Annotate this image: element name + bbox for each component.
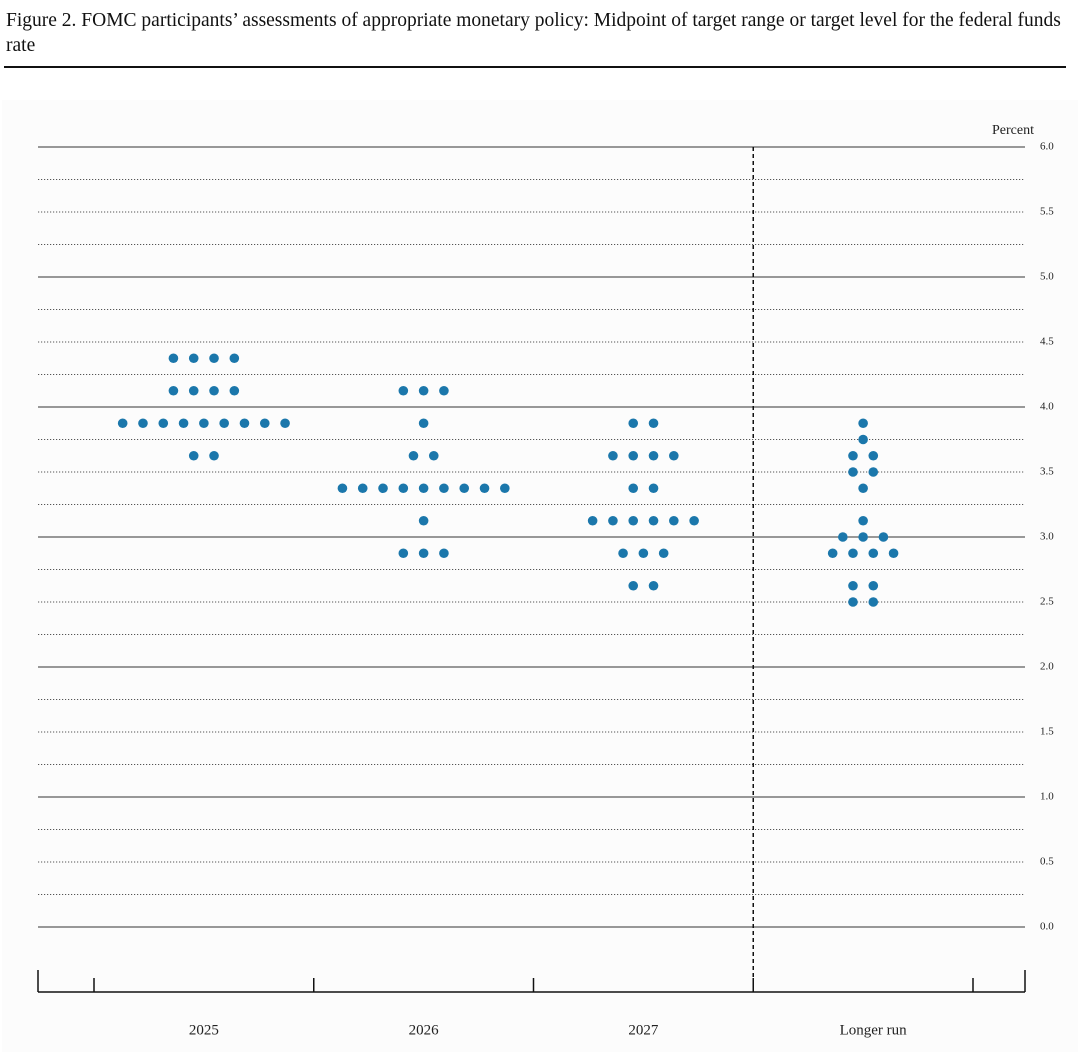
dot bbox=[628, 515, 639, 526]
dot bbox=[209, 353, 219, 364]
dot bbox=[398, 483, 409, 494]
dot bbox=[259, 418, 270, 429]
y-axis-label: Percent bbox=[992, 123, 1034, 138]
dot bbox=[858, 434, 868, 445]
dot bbox=[209, 450, 219, 461]
dot bbox=[188, 353, 199, 364]
y-tick-label: 3.0 bbox=[1040, 531, 1054, 543]
dot bbox=[628, 580, 639, 591]
dot bbox=[628, 483, 639, 494]
dot bbox=[337, 483, 348, 494]
y-tick-label: 4.5 bbox=[1040, 336, 1054, 348]
y-tick-label: 5.0 bbox=[1040, 271, 1054, 283]
dot bbox=[848, 467, 858, 477]
dot bbox=[638, 548, 649, 559]
dot bbox=[868, 450, 879, 461]
dot bbox=[608, 450, 618, 461]
y-tick-label: 1.5 bbox=[1040, 726, 1054, 738]
dot bbox=[848, 450, 858, 461]
x-tick-label: 2025 bbox=[189, 1022, 219, 1038]
dot bbox=[439, 483, 449, 494]
dot bbox=[168, 353, 179, 364]
dot bbox=[888, 548, 899, 559]
y-tick-label: 1.0 bbox=[1040, 791, 1054, 803]
dot bbox=[848, 548, 858, 559]
y-tick-label: 2.5 bbox=[1040, 596, 1054, 608]
dot bbox=[858, 418, 868, 429]
dot bbox=[117, 418, 128, 429]
dot bbox=[428, 450, 439, 461]
dot bbox=[648, 450, 659, 461]
dot bbox=[229, 385, 240, 396]
dot bbox=[669, 515, 679, 526]
y-tick-label: 0.0 bbox=[1040, 921, 1054, 933]
dot bbox=[229, 353, 240, 364]
dot bbox=[587, 515, 598, 526]
dot bbox=[689, 515, 699, 526]
dot bbox=[669, 450, 679, 461]
dot bbox=[188, 450, 199, 461]
dot bbox=[138, 418, 148, 429]
dot bbox=[408, 450, 419, 461]
dot bbox=[418, 385, 429, 396]
dot bbox=[848, 597, 858, 607]
y-tick-label: 4.0 bbox=[1040, 401, 1054, 413]
y-tick-label: 3.5 bbox=[1040, 466, 1054, 478]
dot bbox=[848, 580, 858, 591]
dot bbox=[838, 532, 848, 542]
x-tick-label: 2027 bbox=[628, 1022, 659, 1038]
y-tick-label: 5.5 bbox=[1040, 206, 1054, 218]
dot bbox=[209, 385, 219, 396]
dot bbox=[868, 548, 879, 559]
dot bbox=[608, 515, 618, 526]
dot bbox=[418, 515, 429, 526]
dot bbox=[827, 548, 838, 559]
dot bbox=[378, 483, 388, 494]
dot bbox=[479, 483, 490, 494]
dot bbox=[158, 418, 169, 429]
dot bbox=[628, 418, 639, 429]
dot bbox=[398, 548, 409, 559]
dot bbox=[199, 418, 209, 429]
dot bbox=[418, 548, 429, 559]
dot bbox=[219, 418, 229, 429]
title-rule bbox=[4, 66, 1066, 68]
dot bbox=[658, 548, 669, 559]
plot-background bbox=[2, 100, 1078, 1052]
y-tick-label: 6.0 bbox=[1040, 141, 1054, 153]
dot bbox=[168, 385, 179, 396]
x-tick-label: 2026 bbox=[409, 1022, 440, 1038]
dot bbox=[628, 450, 639, 461]
dot bbox=[357, 483, 368, 494]
dot bbox=[418, 418, 429, 429]
dot bbox=[868, 580, 879, 591]
dot bbox=[618, 548, 628, 559]
dot bbox=[648, 515, 659, 526]
dot bbox=[868, 467, 879, 477]
dot bbox=[858, 483, 868, 494]
dot bbox=[188, 385, 199, 396]
dot bbox=[439, 385, 449, 396]
dot bbox=[648, 580, 659, 591]
dot bbox=[858, 532, 868, 542]
dot bbox=[858, 515, 868, 526]
dot bbox=[878, 532, 889, 542]
x-tick-label: Longer run bbox=[840, 1022, 908, 1038]
dot bbox=[500, 483, 510, 494]
chart-title: Figure 2. FOMC participants’ assessments… bbox=[6, 10, 1061, 56]
y-tick-label: 2.0 bbox=[1040, 661, 1054, 673]
dot bbox=[178, 418, 189, 429]
y-tick-label: 0.5 bbox=[1040, 856, 1054, 868]
dot bbox=[439, 548, 449, 559]
dot bbox=[280, 418, 290, 429]
dot bbox=[239, 418, 250, 429]
dot bbox=[868, 597, 879, 607]
dot bbox=[459, 483, 470, 494]
dot bbox=[648, 418, 659, 429]
dot bbox=[418, 483, 429, 494]
dot bbox=[398, 385, 409, 396]
dot bbox=[648, 483, 659, 494]
